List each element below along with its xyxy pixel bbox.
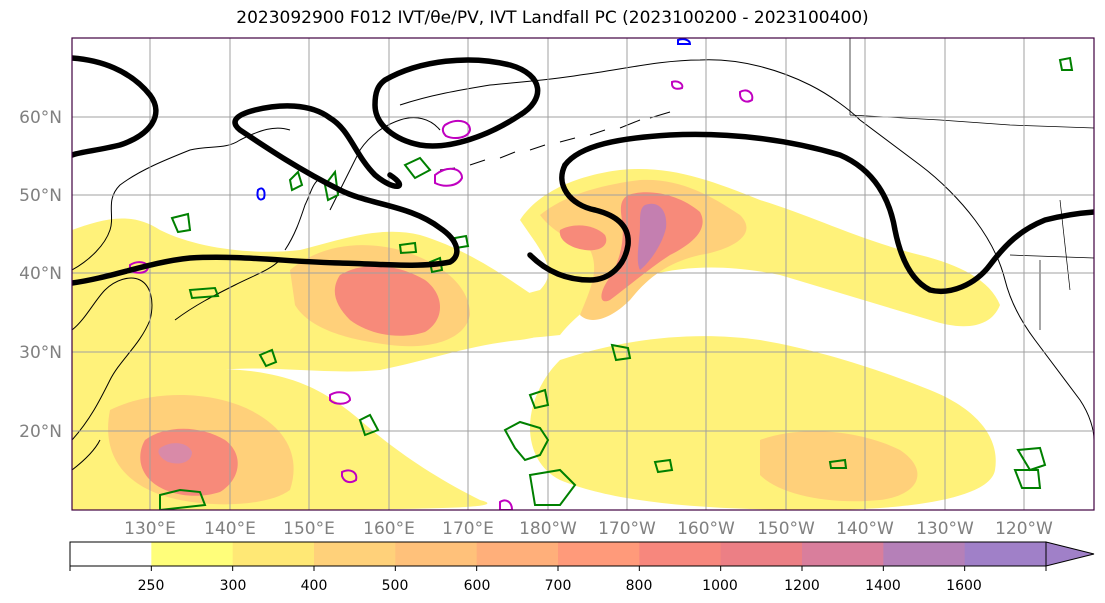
pv-contour-3 bbox=[372, 57, 541, 149]
map-title: 2023092900 F012 IVT/θe/PV, IVT Landfall … bbox=[236, 8, 869, 28]
lon-label-150w: 150°W bbox=[757, 519, 815, 539]
lon-label-170e: 170°E bbox=[442, 519, 494, 539]
cbar-label-300: 300 bbox=[220, 578, 247, 594]
pv-contours bbox=[72, 55, 1094, 294]
colorbar: 250 300 400 500 600 700 800 1000 1200 14… bbox=[69, 541, 1095, 594]
lat-label-40n: 40°N bbox=[19, 264, 62, 284]
cbar-label-700: 700 bbox=[545, 578, 572, 594]
ivt-mid-east bbox=[760, 431, 918, 502]
coastlines bbox=[72, 59, 1094, 471]
ivt-max-south-west bbox=[158, 443, 192, 464]
colorbar-extend-arrow bbox=[1045, 541, 1095, 567]
ivt-high-low-center bbox=[559, 225, 607, 251]
lon-label-150e: 150°E bbox=[283, 519, 335, 539]
coast-kamchatka bbox=[329, 117, 441, 211]
coast-asia bbox=[72, 127, 291, 441]
lon-label-160w: 160°W bbox=[677, 519, 735, 539]
colorbar-swatch bbox=[232, 542, 315, 566]
pv-contour-1 bbox=[72, 55, 159, 158]
colorbar-swatch bbox=[70, 542, 152, 566]
colorbar-ticks bbox=[69, 566, 1047, 571]
cbar-label-1400: 1400 bbox=[865, 578, 901, 594]
colorbar-swatch bbox=[639, 542, 722, 566]
colorbar-tick-labels: 250 300 400 500 600 700 800 1000 1200 14… bbox=[138, 578, 982, 594]
lon-label-130e: 130°E bbox=[124, 519, 176, 539]
theta-e-contours-green bbox=[159, 56, 1074, 510]
cbar-label-800: 800 bbox=[626, 578, 653, 594]
lat-label-60n: 60°N bbox=[19, 108, 62, 128]
cbar-label-400: 400 bbox=[301, 578, 328, 594]
cbar-label-1000: 1000 bbox=[702, 578, 738, 594]
colorbar-swatch bbox=[395, 542, 478, 566]
colorbar-swatch bbox=[558, 542, 640, 566]
colorbar-swatches bbox=[70, 542, 1047, 566]
lat-label-30n: 30°N bbox=[19, 343, 62, 363]
coast-alaska bbox=[399, 59, 861, 121]
coast-north-america bbox=[859, 119, 1094, 441]
coast-philippines bbox=[72, 439, 101, 471]
lon-label-180w: 180°W bbox=[519, 519, 577, 539]
cbar-label-1200: 1200 bbox=[784, 578, 820, 594]
pv-contour-4 bbox=[562, 131, 1094, 294]
ivt-max-core bbox=[637, 203, 667, 270]
latitude-labels: 60°N 50°N 40°N 30°N 20°N bbox=[19, 108, 62, 442]
lon-label-140w: 140°W bbox=[836, 519, 894, 539]
colorbar-swatch bbox=[720, 542, 803, 566]
cbar-label-600: 600 bbox=[464, 578, 491, 594]
lat-label-50n: 50°N bbox=[19, 186, 62, 206]
coast-japan bbox=[174, 179, 319, 321]
cbar-label-1600: 1600 bbox=[946, 578, 982, 594]
lat-label-20n: 20°N bbox=[19, 422, 62, 442]
longitude-labels: 130°E 140°E 150°E 160°E 170°E 180°W 170°… bbox=[124, 519, 1053, 539]
lon-label-140e: 140°E bbox=[204, 519, 256, 539]
colorbar-swatch bbox=[151, 542, 234, 566]
theta-e-contours-blue bbox=[256, 38, 692, 201]
lon-label-160e: 160°E bbox=[363, 519, 415, 539]
colorbar-swatch bbox=[476, 542, 559, 566]
lon-label-120w: 120°W bbox=[995, 519, 1053, 539]
colorbar-swatch bbox=[802, 542, 884, 566]
ivt-high-japan-east bbox=[334, 265, 440, 336]
pv-contour-2 bbox=[72, 103, 460, 286]
lon-label-130w: 130°W bbox=[916, 519, 974, 539]
colorbar-swatch bbox=[314, 542, 396, 566]
map-border bbox=[71, 37, 1095, 511]
colorbar-swatch bbox=[964, 542, 1047, 566]
ivt-band-mid-south bbox=[633, 350, 838, 416]
cbar-label-250: 250 bbox=[138, 578, 165, 594]
lon-label-170w: 170°W bbox=[598, 519, 656, 539]
colorbar-swatch bbox=[883, 542, 966, 566]
pv-contour-5 bbox=[527, 162, 631, 283]
cbar-label-500: 500 bbox=[382, 578, 409, 594]
graticule bbox=[72, 38, 1094, 510]
